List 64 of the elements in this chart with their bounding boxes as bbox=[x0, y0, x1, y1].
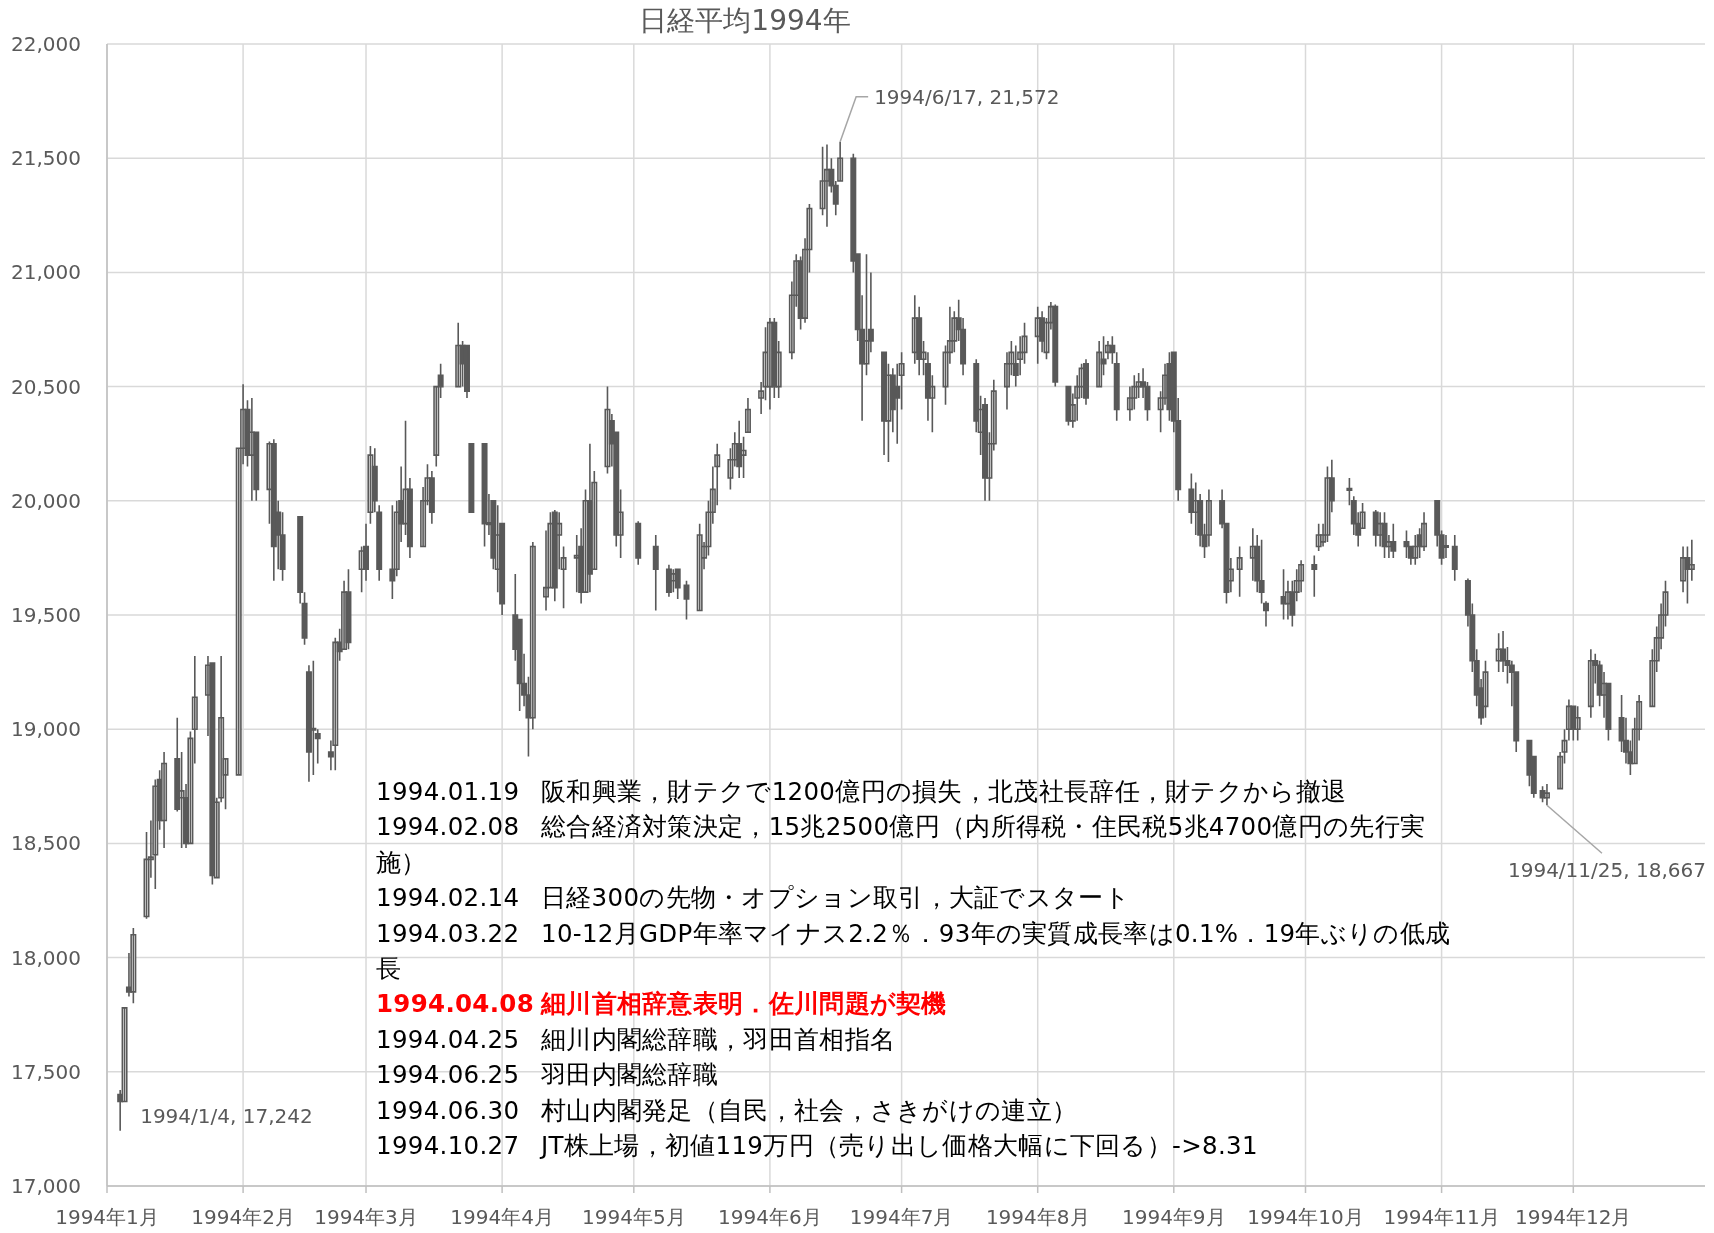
x-tick-label: 1994年7月 bbox=[849, 1205, 954, 1229]
candlestick bbox=[1052, 303, 1059, 388]
annotation: 1994.04.25 細川内閣総辞職，羽田首相指名 bbox=[376, 1023, 896, 1056]
annotation: 1994.01.19 阪和興業，財テクで1200億円の損失，北茂社長辞任，財テクから撤退 bbox=[376, 776, 1347, 808]
candlestick bbox=[744, 397, 751, 434]
y-tick-label: 21,000 bbox=[11, 260, 81, 285]
annotation: 1994/11/25, 18,667 bbox=[1507, 858, 1706, 883]
candlestick bbox=[130, 927, 137, 1005]
text: 1994.03.22 10-12月GDP年率マイナス2.2％．93年の実質成長率は0.1%．19年ぶりの低成長 bbox=[376, 918, 1451, 984]
y-tick-label: 17,500 bbox=[11, 1059, 81, 1084]
candlestick bbox=[463, 344, 470, 399]
y-tick-label: 17,000 bbox=[11, 1174, 81, 1198]
y-tick-label: 18,000 bbox=[11, 945, 81, 970]
annotation: 1994.10.27 JT株上場，初値119万円（売り出し価格大幅に下回る）->8.31 bbox=[376, 1130, 1258, 1163]
x-tick-label: 1994年10月 bbox=[1247, 1205, 1364, 1229]
annotation: 1994.02.14 日経300の先物・オプション取引，大証でスタート bbox=[376, 882, 1130, 915]
candlestick bbox=[736, 420, 743, 479]
y-tick-label: 20,000 bbox=[11, 488, 81, 513]
x-tick-label: 1994年8月 bbox=[985, 1205, 1090, 1229]
candlestick bbox=[652, 534, 659, 612]
y-tick-label: 21,500 bbox=[11, 146, 81, 171]
candlestick bbox=[1543, 783, 1550, 807]
text: 1994.02.08 総合経済対策決定，15兆2500億円（内所得税・住民税5兆4700億円の先行実施） bbox=[376, 812, 1426, 877]
candlestick bbox=[1096, 340, 1103, 388]
x-tick-label: 1994年3月 bbox=[314, 1205, 418, 1229]
chart-title: 日経平均1994年 bbox=[639, 4, 851, 37]
candlestick bbox=[683, 579, 690, 621]
annotation: 1994/6/17, 21,572 bbox=[874, 84, 1060, 109]
y-tick-label: 19,500 bbox=[11, 603, 81, 627]
annotation: 1994/1/4, 17,242 bbox=[140, 1103, 313, 1128]
candlestick bbox=[1587, 648, 1594, 719]
x-tick-label: 1994年6月 bbox=[718, 1205, 822, 1229]
y-tick-label: 18,500 bbox=[11, 831, 81, 856]
candlestick bbox=[161, 751, 168, 849]
candlestick bbox=[345, 568, 352, 651]
candlestick bbox=[305, 664, 312, 783]
annotation: 1994.04.08 細川首相辞意表明．佐川問題が契機 bbox=[376, 988, 947, 1021]
candlestick bbox=[248, 397, 255, 502]
candlestick bbox=[1236, 545, 1243, 598]
candlestick bbox=[1082, 358, 1089, 406]
x-tick-label: 1994年2月 bbox=[191, 1205, 295, 1229]
x-tick-label: 1994年12月 bbox=[1515, 1205, 1632, 1229]
candlestick bbox=[635, 520, 642, 566]
candlestick bbox=[1390, 522, 1397, 559]
x-tick-label: 1994年1月 bbox=[55, 1205, 159, 1229]
candlestick bbox=[1451, 534, 1458, 582]
y-tick-label: 20,500 bbox=[11, 374, 81, 399]
candlestick bbox=[1574, 705, 1581, 742]
y-tick-label: 22,000 bbox=[11, 32, 81, 56]
candlestick bbox=[674, 568, 681, 600]
candlestick bbox=[389, 504, 396, 600]
candlestick bbox=[823, 143, 830, 228]
candlestick bbox=[1311, 554, 1318, 598]
x-tick-label: 1994年5月 bbox=[582, 1205, 686, 1229]
annotation: 1994.06.30 村山内閣発足（自民，社会，さきがけの連立） bbox=[376, 1094, 1078, 1127]
candlestick bbox=[1034, 305, 1041, 365]
x-tick-label: 1994年11月 bbox=[1383, 1205, 1500, 1229]
annotation: 1994/6/17, 21,572 bbox=[839, 84, 1060, 143]
x-tick-label: 1994年4月 bbox=[450, 1205, 554, 1229]
annotation: 1994.06.25 羽田内閣総辞職 bbox=[376, 1059, 719, 1092]
annotation: 1994/11/25, 18,667 bbox=[1507, 804, 1706, 883]
candlestick bbox=[455, 321, 462, 388]
x-tick-label: 1994年9月 bbox=[1121, 1205, 1226, 1229]
y-tick-label: 19,000 bbox=[11, 717, 81, 742]
